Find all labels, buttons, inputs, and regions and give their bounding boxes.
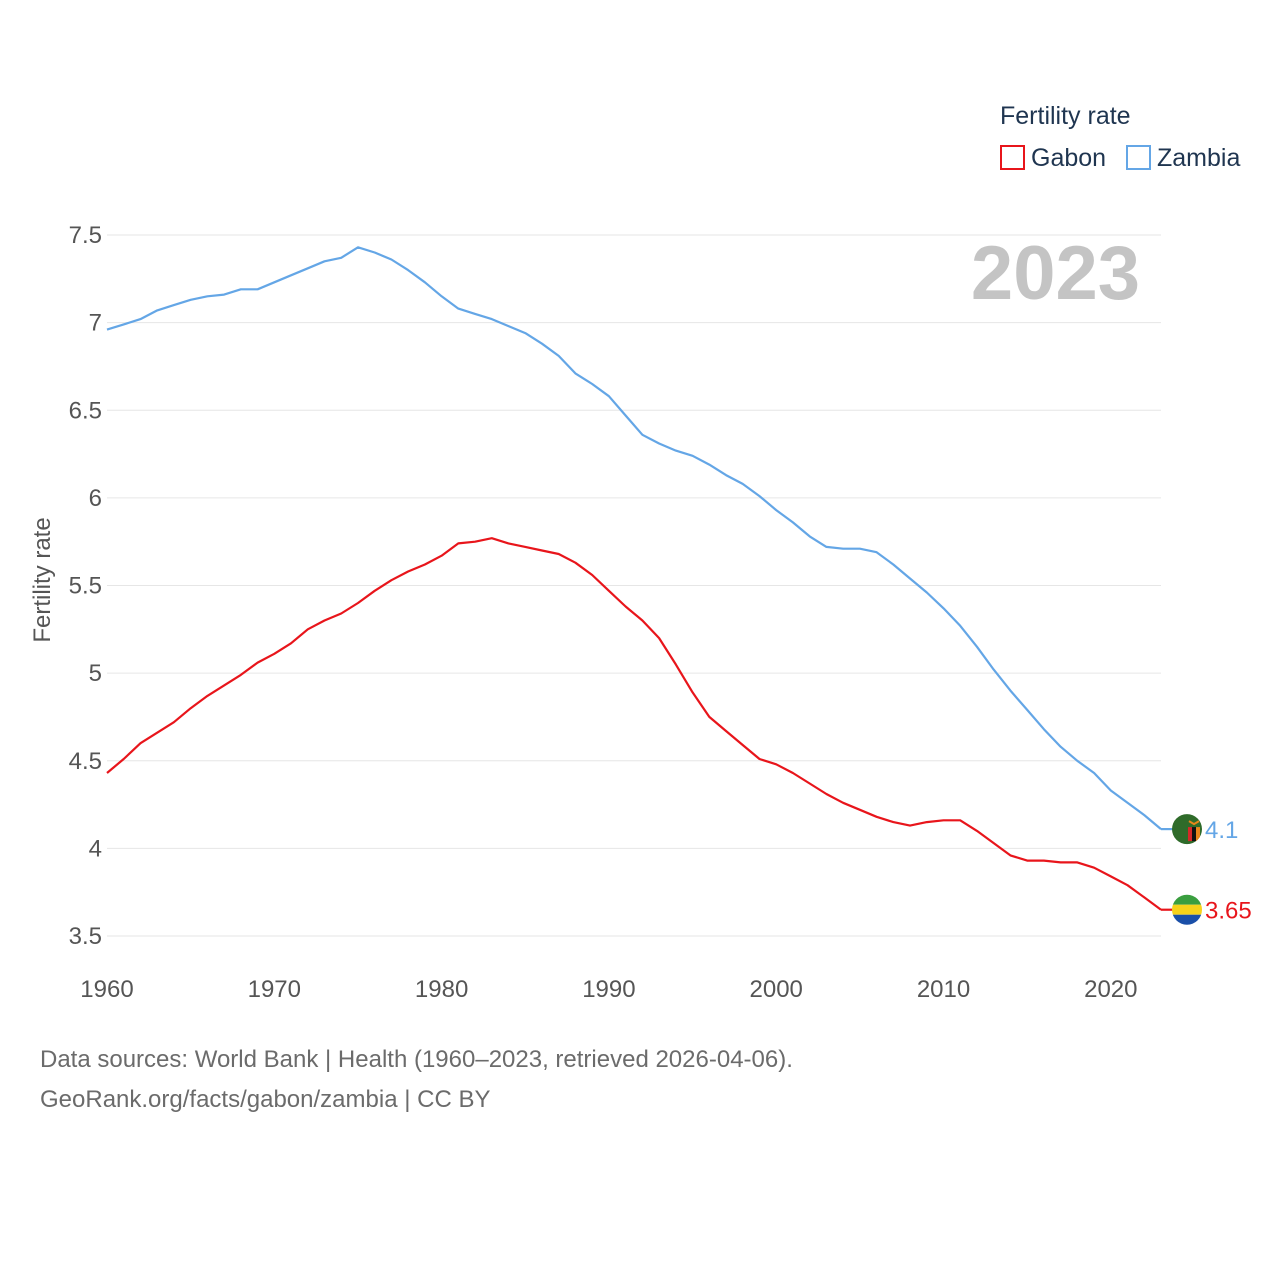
x-tick-label: 1960 (80, 976, 133, 1003)
y-axis-ticks: 3.5 4 4.5 5 5.5 6 6.5 7 7.5 (69, 222, 102, 950)
gridlines (107, 234, 1161, 937)
y-tick-label: 3.5 (69, 923, 102, 950)
legend-item-zambia[interactable]: Zambia (1126, 144, 1240, 172)
y-tick-label: 4.5 (69, 748, 102, 775)
legend-label-zambia: Zambia (1157, 144, 1240, 172)
legend-label-gabon: Gabon (1031, 144, 1106, 172)
end-label-gabon: 3.65 (1205, 898, 1252, 925)
x-tick-label: 2020 (1084, 976, 1137, 1003)
legend: Fertility rate Gabon Zambia (1000, 102, 1240, 172)
end-label-zambia: 4.1 (1205, 817, 1238, 844)
series-lines (106, 246, 1162, 911)
flag-icon-zambia (1172, 814, 1202, 845)
y-tick-label: 5 (89, 660, 102, 687)
x-axis-ticks: 1960 1970 1980 1990 2000 2010 2020 (80, 976, 1137, 1003)
y-tick-label: 5.5 (69, 573, 102, 600)
flag-icon-gabon (1172, 894, 1202, 925)
source-line-1: Data sources: World Bank | Health (1960–… (40, 1046, 793, 1073)
legend-item-gabon[interactable]: Gabon (1000, 144, 1106, 172)
y-tick-label: 6 (89, 485, 102, 512)
legend-swatch-zambia (1126, 145, 1151, 170)
legend-title: Fertility rate (1000, 102, 1131, 130)
y-tick-label: 7.5 (69, 222, 102, 249)
y-tick-label: 4 (89, 835, 102, 862)
x-tick-label: 1970 (248, 976, 301, 1003)
legend-swatch-gabon (1000, 145, 1025, 170)
series-line-gabon[interactable] (106, 537, 1162, 911)
year-stamp: 2023 (971, 231, 1140, 316)
y-tick-label: 6.5 (69, 397, 102, 424)
x-tick-label: 2000 (750, 976, 803, 1003)
x-tick-label: 1990 (582, 976, 635, 1003)
x-tick-label: 2010 (917, 976, 970, 1003)
end-markers: 3.65 4.1 (1161, 814, 1252, 925)
y-tick-label: 7 (89, 310, 102, 337)
x-tick-label: 1980 (415, 976, 468, 1003)
y-axis-title: Fertility rate (29, 517, 56, 642)
source-line-2[interactable]: GeoRank.org/facts/gabon/zambia | CC BY (40, 1086, 491, 1113)
series-line-zambia[interactable] (106, 246, 1162, 830)
